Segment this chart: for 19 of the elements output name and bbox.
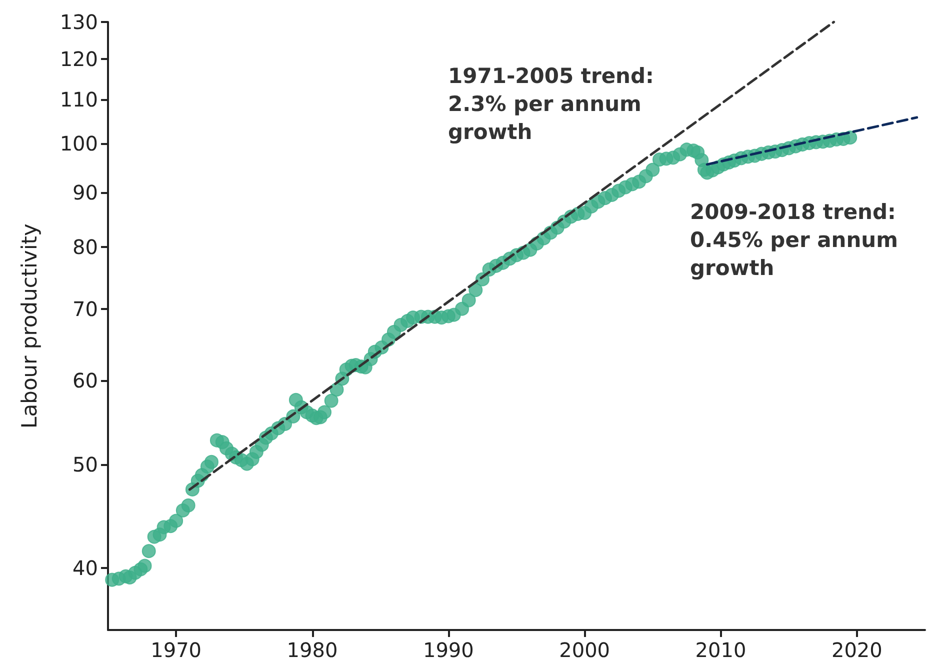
x-tick-label: 1990 (422, 638, 474, 662)
x-tick-label: 2010 (695, 638, 746, 662)
annotation: 1971-2005 trend: 2.3% per annum growth (448, 64, 654, 144)
x-tick-label: 1980 (286, 638, 338, 662)
y-tick-label: 130 (60, 10, 98, 34)
y-tick-label: 80 (72, 234, 98, 259)
annotation: 2009-2018 trend: 0.45% per annum growth (690, 200, 898, 280)
x-tick-label: 1970 (150, 638, 202, 662)
y-axis-title: Labour productivity (18, 224, 42, 428)
y-tick-label: 110 (60, 87, 98, 112)
y-tick-label: 90 (72, 180, 98, 204)
y-tick-label: 50 (72, 452, 98, 477)
y-tick-label: 70 (72, 296, 98, 321)
y-tick-label: 60 (72, 368, 98, 392)
y-tick-label: 100 (60, 132, 98, 156)
x-tick-label: 2020 (831, 638, 882, 662)
y-tick-label: 120 (60, 47, 98, 72)
y-tick-label: 40 (72, 556, 98, 580)
x-tick-label: 2000 (559, 638, 610, 662)
